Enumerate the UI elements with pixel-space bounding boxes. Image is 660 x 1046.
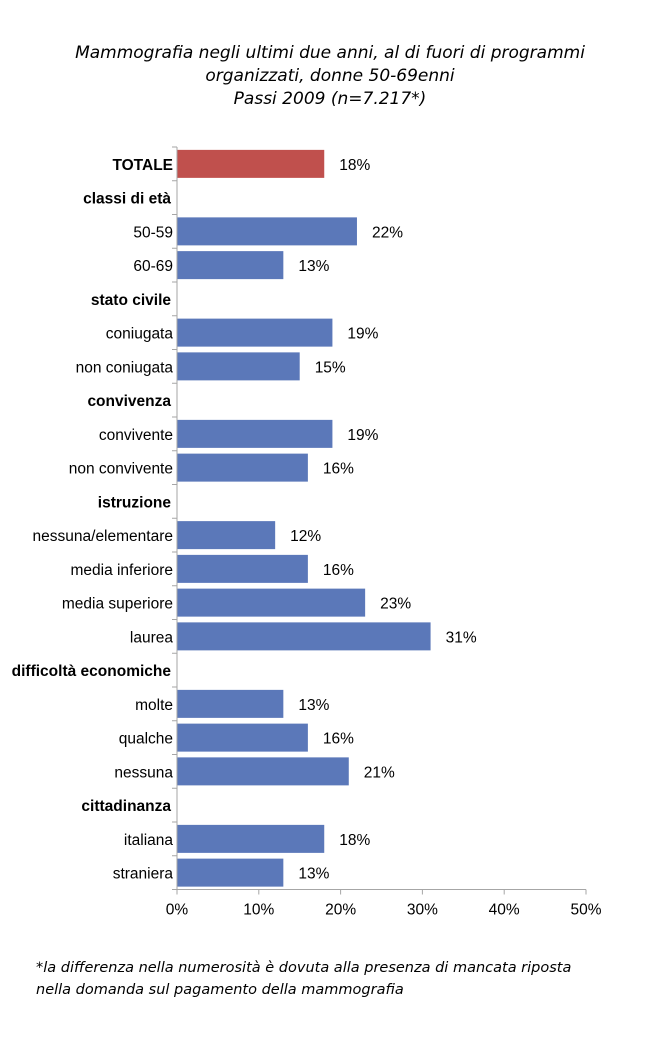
- bar: [177, 689, 284, 718]
- footnote-line-2: nella domanda sul pagamento della mammog…: [36, 982, 404, 998]
- bar: [177, 453, 308, 482]
- category-header: convivenza: [87, 393, 171, 410]
- category-label: coniugata: [106, 326, 174, 343]
- data-label: 23%: [380, 596, 411, 613]
- bar: [177, 318, 333, 347]
- bar: [177, 723, 308, 752]
- chart-title-line-2: organizzati, donne 50-69enni: [205, 66, 455, 86]
- bar-chart: TOTALE 18% classi di età 50-59 22% 60-69 13% st…: [12, 146, 602, 919]
- data-label: 13%: [298, 258, 329, 275]
- data-label: 16%: [323, 731, 354, 748]
- footnote-line-1: *la differenza nella numerosità è dovuta…: [36, 960, 572, 976]
- data-label: 18%: [339, 157, 370, 174]
- data-label: 21%: [364, 764, 395, 781]
- bar: [177, 554, 308, 583]
- total-label: TOTALE: [112, 157, 173, 174]
- bar: [177, 352, 300, 381]
- category-header: cittadinanza: [81, 798, 171, 815]
- category-label: nessuna/elementare: [33, 528, 173, 545]
- data-label: 12%: [290, 528, 321, 545]
- bar: [177, 217, 357, 246]
- x-tick-label: 40%: [489, 902, 520, 919]
- bar: [177, 419, 333, 448]
- chart-title: Mammografia negli ultimi due anni, al di…: [0, 42, 660, 111]
- data-label: 13%: [298, 866, 329, 883]
- bar: [177, 521, 276, 550]
- category-label: molte: [135, 697, 173, 714]
- chart-title-line-1: Mammografia negli ultimi due anni, al di…: [75, 43, 585, 63]
- data-label: 19%: [347, 326, 378, 343]
- bar: [177, 251, 284, 280]
- bar: [177, 824, 325, 853]
- category-header: difficoltà economiche: [12, 663, 172, 680]
- x-tick-label: 10%: [243, 902, 274, 919]
- data-label: 15%: [315, 359, 346, 376]
- category-label: non coniugata: [76, 359, 174, 376]
- category-label: qualche: [119, 731, 173, 748]
- category-label: italiana: [124, 832, 173, 849]
- data-label: 22%: [372, 224, 403, 241]
- footnote: *la differenza nella numerosità è dovuta…: [36, 957, 646, 1001]
- data-label: 16%: [323, 461, 354, 478]
- x-tick-label: 0%: [166, 902, 189, 919]
- category-header: istruzione: [98, 494, 172, 511]
- category-label: media superiore: [62, 596, 173, 613]
- category-label: nessuna: [114, 764, 173, 781]
- x-tick-label: 30%: [407, 902, 438, 919]
- bar: [177, 588, 366, 617]
- x-tick-label: 20%: [325, 902, 356, 919]
- category-label: convivente: [99, 427, 173, 444]
- chart-title-line-3: Passi 2009 (n=7.217*): [233, 89, 427, 109]
- data-label: 16%: [323, 562, 354, 579]
- category-label: 50-59: [133, 224, 173, 241]
- category-label: media inferiore: [70, 562, 173, 579]
- x-tick-label: 50%: [570, 902, 601, 919]
- category-label: straniera: [113, 866, 174, 883]
- data-label: 13%: [298, 697, 329, 714]
- bar: [177, 622, 431, 651]
- category-header: stato civile: [91, 292, 171, 309]
- category-label: 60-69: [133, 258, 173, 275]
- category-header: classi di età: [83, 191, 171, 208]
- total-bar: [177, 149, 325, 178]
- bar: [177, 858, 284, 887]
- data-label: 19%: [347, 427, 378, 444]
- data-label: 31%: [446, 629, 477, 646]
- category-label: laurea: [130, 629, 173, 646]
- data-label: 18%: [339, 832, 370, 849]
- category-label: non convivente: [69, 461, 173, 478]
- bar: [177, 757, 349, 786]
